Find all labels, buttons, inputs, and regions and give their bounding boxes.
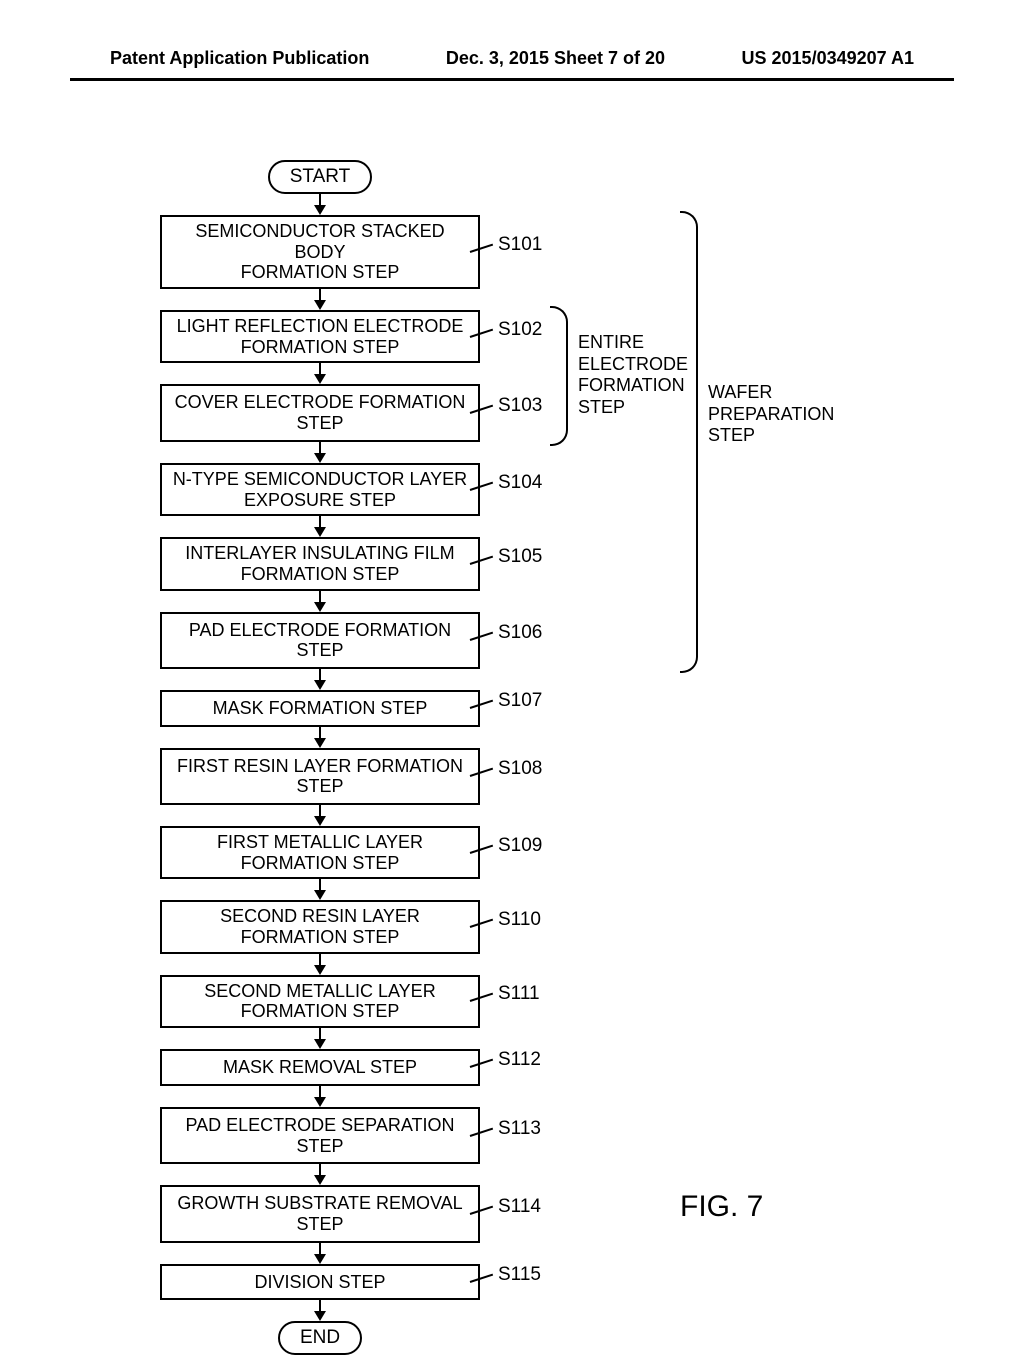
- flow-arrow: [314, 1086, 326, 1107]
- bracket-outer: [680, 211, 698, 673]
- process-step: COVER ELECTRODE FORMATION STEP: [160, 384, 480, 441]
- process-step: LIGHT REFLECTION ELECTRODEFORMATION STEP: [160, 310, 480, 363]
- flow-arrow: [314, 805, 326, 826]
- process-step: SECOND METALLIC LAYERFORMATION STEP: [160, 975, 480, 1028]
- flow-arrow: [314, 591, 326, 612]
- process-step: INTERLAYER INSULATING FILMFORMATION STEP: [160, 537, 480, 590]
- page-header: Patent Application Publication Dec. 3, 2…: [0, 48, 1024, 69]
- step-id-label: S102: [498, 319, 542, 341]
- step-id-label: S108: [498, 758, 542, 780]
- header-center: Dec. 3, 2015 Sheet 7 of 20: [446, 48, 665, 69]
- flow-arrow: [314, 1164, 326, 1185]
- process-step: N-TYPE SEMICONDUCTOR LAYEREXPOSURE STEP: [160, 463, 480, 516]
- flow-arrow: [314, 194, 326, 215]
- step-id-label: S114: [498, 1196, 541, 1218]
- figure-label: FIG. 7: [680, 1190, 763, 1224]
- process-step: FIRST RESIN LAYER FORMATION STEP: [160, 748, 480, 805]
- step-id-label: S104: [498, 472, 542, 494]
- process-step: MASK REMOVAL STEP: [160, 1049, 480, 1086]
- bracket-outer-label: WAFERPREPARATIONSTEP: [708, 382, 834, 447]
- step-id-label: S103: [498, 395, 542, 417]
- step-id-label: S105: [498, 546, 542, 568]
- start-terminal: START: [268, 160, 373, 194]
- header-right: US 2015/0349207 A1: [742, 48, 914, 69]
- step-id-label: S115: [498, 1264, 541, 1286]
- process-step: GROWTH SUBSTRATE REMOVAL STEP: [160, 1185, 480, 1242]
- process-step: PAD ELECTRODE FORMATION STEP: [160, 612, 480, 669]
- bracket-inner-label: ENTIREELECTRODEFORMATIONSTEP: [578, 332, 688, 418]
- step-id-label: S109: [498, 835, 542, 857]
- flow-arrow: [314, 1300, 326, 1321]
- process-step: PAD ELECTRODE SEPARATION STEP: [160, 1107, 480, 1164]
- flow-arrow: [314, 1028, 326, 1049]
- header-divider: [70, 78, 954, 81]
- flow-arrow: [314, 727, 326, 748]
- header-left: Patent Application Publication: [110, 48, 369, 69]
- flow-arrow: [314, 954, 326, 975]
- flow-arrow: [314, 879, 326, 900]
- step-id-label: S113: [498, 1118, 541, 1140]
- step-id-label: S111: [498, 983, 540, 1005]
- step-id-label: S101: [498, 234, 542, 256]
- flow-arrow: [314, 1243, 326, 1264]
- flowchart: START SEMICONDUCTOR STACKED BODYFORMATION…: [150, 160, 490, 1355]
- flow-arrow: [314, 442, 326, 463]
- process-step: MASK FORMATION STEP: [160, 690, 480, 727]
- process-step: DIVISION STEP: [160, 1264, 480, 1301]
- flow-arrow: [314, 516, 326, 537]
- step-id-label: S106: [498, 622, 542, 644]
- process-step: FIRST METALLIC LAYERFORMATION STEP: [160, 826, 480, 879]
- bracket-inner: [550, 306, 568, 446]
- process-step: SEMICONDUCTOR STACKED BODYFORMATION STEP: [160, 215, 480, 289]
- flow-arrow: [314, 669, 326, 690]
- end-terminal: END: [278, 1321, 362, 1355]
- flow-arrow: [314, 363, 326, 384]
- step-id-label: S110: [498, 909, 541, 931]
- step-id-label: S112: [498, 1049, 541, 1071]
- flow-arrow: [314, 289, 326, 310]
- process-step: SECOND RESIN LAYERFORMATION STEP: [160, 900, 480, 953]
- step-id-label: S107: [498, 690, 542, 712]
